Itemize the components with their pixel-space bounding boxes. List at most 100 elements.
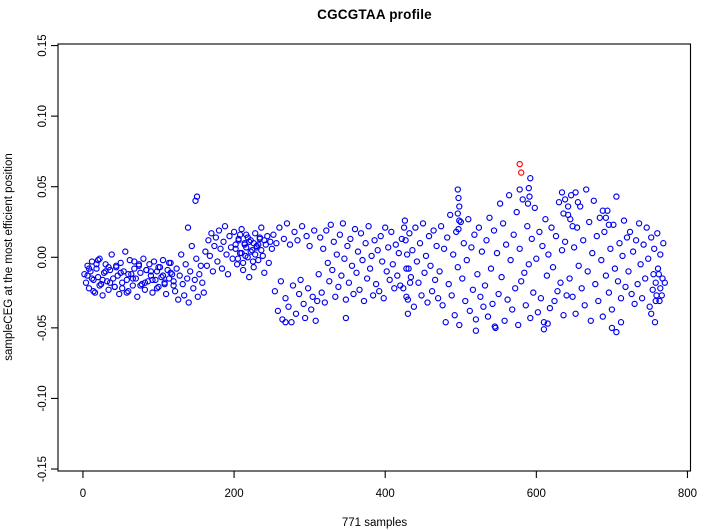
data-point bbox=[400, 224, 408, 231]
data-point bbox=[93, 265, 100, 272]
data-point bbox=[646, 303, 653, 310]
data-point bbox=[221, 223, 229, 230]
data-point bbox=[182, 261, 189, 268]
data-point bbox=[660, 240, 667, 247]
highlight-point bbox=[516, 160, 523, 168]
data-point bbox=[297, 276, 304, 284]
data-point bbox=[406, 230, 413, 237]
data-point bbox=[320, 245, 327, 252]
data-point bbox=[608, 324, 616, 332]
data-point bbox=[431, 276, 439, 284]
data-point bbox=[168, 271, 176, 278]
data-point bbox=[273, 240, 280, 247]
data-point bbox=[199, 279, 206, 286]
data-point bbox=[229, 255, 236, 262]
data-point bbox=[455, 194, 462, 202]
data-point bbox=[510, 231, 517, 238]
data-point bbox=[617, 319, 625, 326]
data-point bbox=[465, 216, 472, 223]
samples-series bbox=[81, 175, 668, 336]
data-point bbox=[184, 224, 192, 231]
data-point bbox=[586, 218, 593, 226]
data-point bbox=[356, 286, 363, 293]
data-point bbox=[379, 258, 386, 265]
data-point bbox=[383, 268, 390, 275]
data-point bbox=[247, 248, 254, 255]
data-point bbox=[309, 293, 316, 300]
y-tick-label: -0.10 bbox=[37, 385, 49, 411]
x-tick-label: 800 bbox=[678, 488, 697, 500]
data-point bbox=[357, 230, 365, 237]
data-point bbox=[304, 285, 312, 292]
data-point bbox=[137, 269, 144, 276]
data-point bbox=[460, 240, 467, 247]
data-point bbox=[162, 290, 170, 298]
data-point bbox=[456, 321, 463, 329]
data-point bbox=[203, 262, 211, 269]
data-point bbox=[369, 292, 377, 299]
data-point bbox=[651, 245, 658, 252]
data-point bbox=[308, 306, 315, 313]
data-point bbox=[498, 273, 505, 281]
data-point bbox=[475, 224, 483, 231]
data-point bbox=[427, 262, 434, 269]
data-point bbox=[258, 224, 265, 231]
data-point bbox=[413, 258, 421, 265]
data-point bbox=[456, 217, 463, 224]
data-point bbox=[347, 235, 354, 243]
data-point bbox=[170, 282, 177, 289]
data-point bbox=[350, 290, 357, 298]
data-point bbox=[329, 266, 336, 274]
data-point bbox=[608, 306, 616, 313]
data-point bbox=[555, 199, 563, 206]
data-point bbox=[188, 242, 195, 250]
data-point bbox=[193, 193, 201, 200]
data-point bbox=[147, 268, 155, 275]
data-point bbox=[605, 221, 613, 228]
data-point bbox=[580, 237, 587, 244]
data-point bbox=[509, 306, 516, 313]
data-point bbox=[377, 232, 384, 240]
data-point bbox=[200, 289, 207, 296]
data-point bbox=[197, 262, 204, 269]
data-point bbox=[657, 251, 664, 258]
data-point bbox=[505, 192, 513, 199]
data-point bbox=[409, 247, 416, 254]
data-point bbox=[515, 321, 522, 329]
data-point bbox=[391, 285, 398, 292]
data-point bbox=[366, 265, 374, 272]
data-point bbox=[283, 220, 291, 227]
data-point bbox=[572, 189, 579, 196]
data-point bbox=[288, 319, 295, 326]
data-point bbox=[155, 283, 162, 291]
data-point bbox=[604, 207, 611, 214]
data-point bbox=[314, 297, 321, 305]
data-point bbox=[415, 279, 422, 286]
data-point bbox=[551, 297, 558, 305]
data-point bbox=[217, 245, 224, 252]
data-point bbox=[469, 286, 477, 293]
data-point bbox=[616, 240, 623, 247]
data-point bbox=[371, 237, 378, 244]
data-point bbox=[484, 313, 492, 320]
data-point bbox=[595, 297, 602, 305]
data-point bbox=[472, 316, 480, 323]
data-point bbox=[246, 273, 253, 281]
data-point bbox=[211, 242, 218, 250]
data-point bbox=[527, 175, 534, 182]
data-point bbox=[611, 265, 619, 272]
data-point bbox=[404, 310, 412, 317]
data-point bbox=[583, 186, 590, 193]
data-point bbox=[232, 245, 239, 252]
data-point bbox=[376, 288, 383, 295]
data-point bbox=[212, 234, 220, 241]
data-point bbox=[395, 249, 402, 257]
data-point bbox=[440, 245, 448, 252]
data-point bbox=[602, 272, 610, 279]
data-point bbox=[238, 225, 245, 233]
data-point bbox=[549, 264, 557, 271]
data-point bbox=[277, 278, 285, 285]
data-point bbox=[489, 300, 496, 308]
data-point bbox=[218, 265, 226, 272]
data-point bbox=[282, 319, 289, 326]
